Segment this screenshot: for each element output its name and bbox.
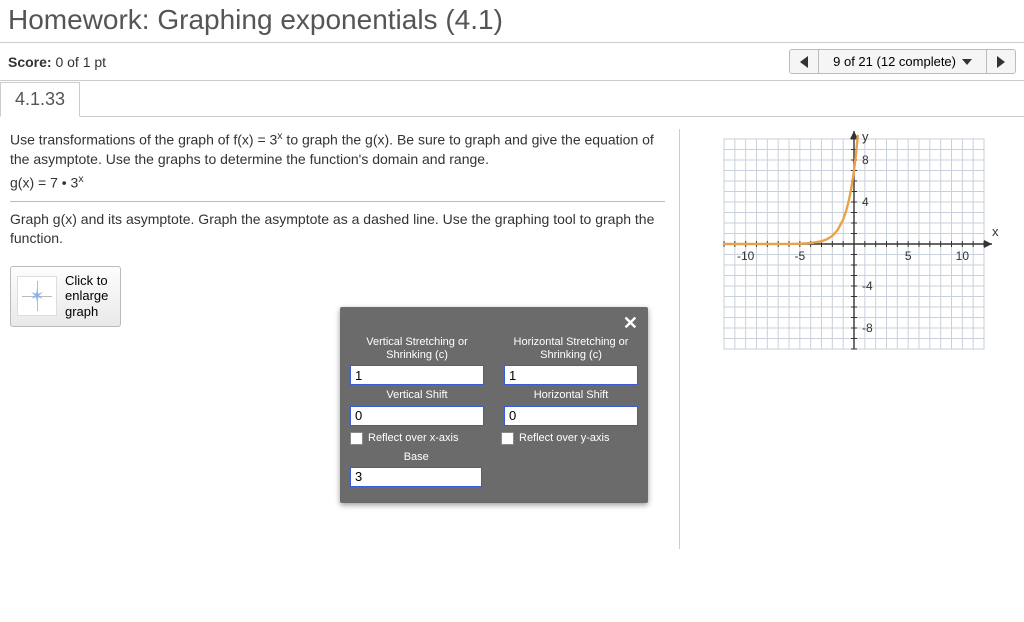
question-number-tab[interactable]: 4.1.33 — [0, 82, 80, 117]
prev-question-button[interactable] — [790, 50, 818, 73]
score-row: Score: 0 of 1 pt 9 of 21 (12 complete) — [0, 43, 1024, 81]
base-label: Base — [350, 451, 482, 464]
score-label: Score: — [8, 54, 52, 70]
score: Score: 0 of 1 pt — [8, 54, 106, 70]
hstretch-label: Horizontal Stretching or Shrinking (c) — [504, 336, 638, 362]
reflect-y-checkbox[interactable]: Reflect over y-axis — [501, 432, 638, 445]
graph-area[interactable]: -10 -5 5 10 8 4 -4 -8 x y — [704, 129, 1004, 369]
page-title: Homework: Graphing exponentials (4.1) — [0, 0, 1024, 43]
reflect-y-label: Reflect over y-axis — [519, 432, 609, 444]
chevron-left-icon — [800, 56, 808, 68]
svg-text:-10: -10 — [737, 249, 755, 263]
base-input[interactable] — [350, 467, 482, 487]
svg-text:y: y — [862, 129, 869, 144]
gx-label: g(x) = 7 • 3 — [10, 175, 78, 191]
svg-text:-8: -8 — [862, 321, 873, 335]
score-value: 0 of 1 pt — [55, 54, 106, 70]
svg-text:8: 8 — [862, 153, 869, 167]
vstretch-input[interactable] — [350, 365, 484, 385]
vstretch-label: Vertical Stretching or Shrinking (c) — [350, 336, 484, 362]
hshift-label: Horizontal Shift — [504, 389, 638, 402]
divider — [10, 201, 665, 202]
nav-text: 9 of 21 (12 complete) — [833, 54, 956, 69]
problem-column: Use transformations of the graph of f(x)… — [10, 129, 680, 549]
svg-text:10: 10 — [956, 249, 970, 263]
reflect-x-checkbox[interactable]: Reflect over x-axis — [350, 432, 487, 445]
gx-exp: x — [78, 173, 83, 185]
close-icon[interactable]: ✕ — [623, 313, 638, 333]
question-tab-row: 4.1.33 — [0, 81, 1024, 117]
problem-text: Use transformations of the graph of f(x)… — [10, 129, 665, 248]
svg-text:x: x — [992, 224, 999, 239]
hshift-input[interactable] — [504, 406, 638, 426]
checkbox-icon — [501, 432, 514, 445]
svg-text:-5: -5 — [794, 249, 805, 263]
transformation-panel: ✕ Vertical Stretching or Shrinking (c) H… — [340, 307, 648, 503]
content: Use transformations of the graph of f(x)… — [0, 117, 1024, 559]
hstretch-input[interactable] — [504, 365, 638, 385]
next-question-button[interactable] — [986, 50, 1015, 73]
enlarge-graph-button[interactable]: ✶ Click to enlarge graph — [10, 266, 121, 327]
problem-line1a: Use transformations of the graph of f(x)… — [10, 132, 277, 148]
panel-close-row: ✕ — [350, 313, 638, 334]
question-nav: 9 of 21 (12 complete) — [789, 49, 1016, 74]
svg-text:5: 5 — [905, 249, 912, 263]
vshift-input[interactable] — [350, 406, 484, 426]
graph-svg: -10 -5 5 10 8 4 -4 -8 x y — [704, 129, 1004, 369]
reflect-x-label: Reflect over x-axis — [368, 432, 458, 444]
question-progress-dropdown[interactable]: 9 of 21 (12 complete) — [818, 50, 986, 73]
vshift-label: Vertical Shift — [350, 389, 484, 402]
svg-text:4: 4 — [862, 195, 869, 209]
checkbox-icon — [350, 432, 363, 445]
enlarge-text: Click to enlarge graph — [65, 273, 108, 320]
graph-column: -10 -5 5 10 8 4 -4 -8 x y — [694, 129, 1014, 549]
svg-text:-4: -4 — [862, 279, 873, 293]
graph-thumbnail-icon: ✶ — [17, 276, 57, 316]
chevron-right-icon — [997, 56, 1005, 68]
chevron-down-icon — [962, 59, 972, 65]
problem-line2: Graph g(x) and its asymptote. Graph the … — [10, 210, 665, 248]
